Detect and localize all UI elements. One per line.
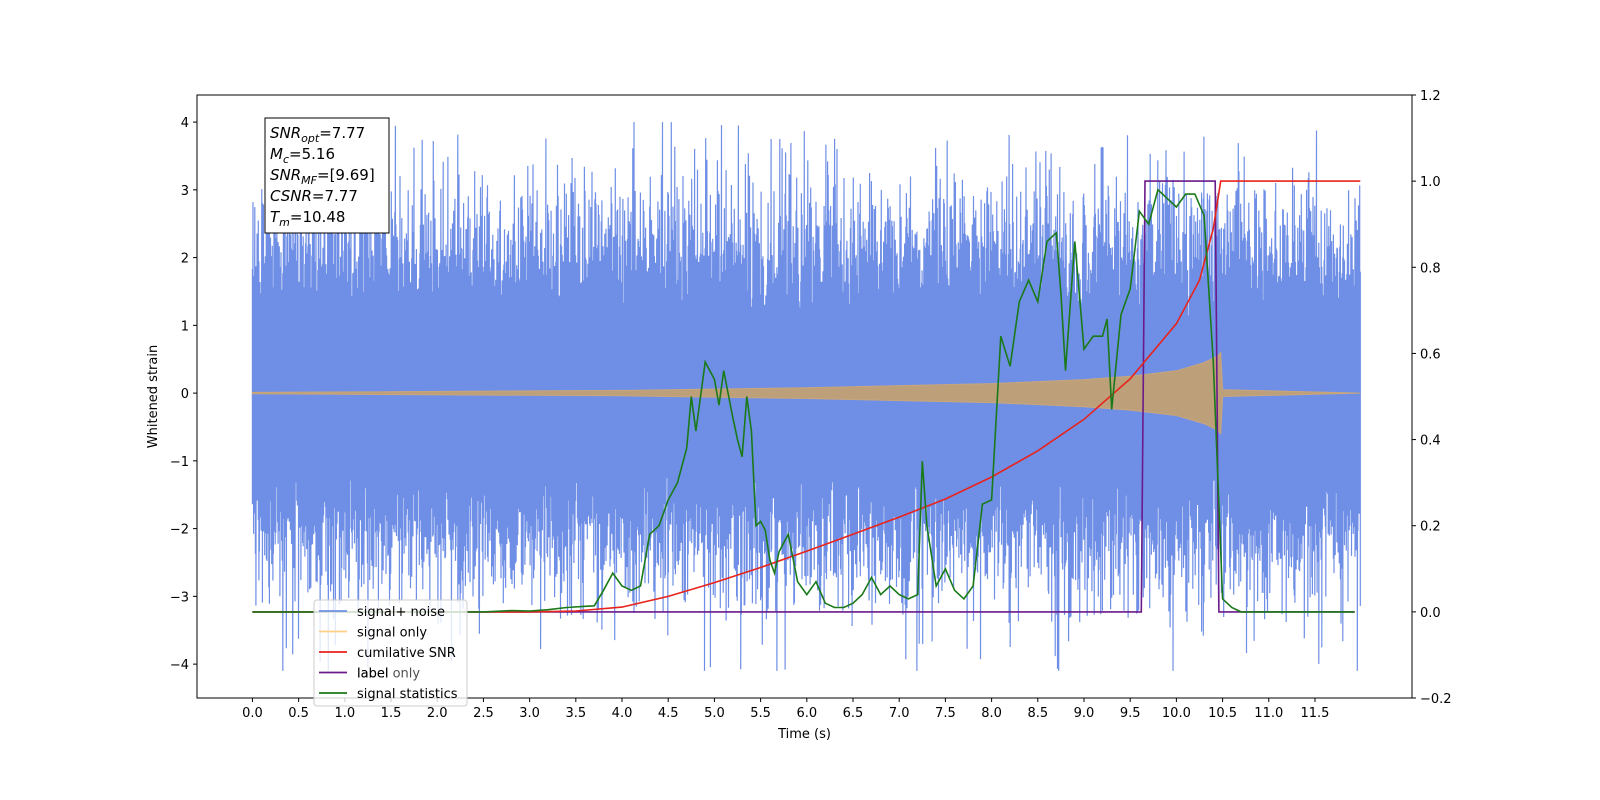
x-tick-label: 1.0	[334, 706, 355, 721]
annotation-symbol: SNR	[270, 124, 301, 142]
x-tick-label: 6.5	[843, 706, 864, 721]
cumulative-snr-line	[252, 180, 1361, 613]
plot-frame	[196, 94, 1413, 699]
annotation-value: =10.48	[290, 208, 346, 226]
y-tick-label: −4	[170, 658, 189, 673]
y-tick-label: 2	[181, 252, 189, 267]
legend-entry: label	[357, 667, 388, 682]
legend-entry: signal statistics	[357, 687, 458, 702]
legend: signal+ noise signal only cumilative SNR la…	[313, 599, 468, 707]
y-tick-label: 4	[181, 116, 189, 131]
x-tick-label: 1.5	[381, 706, 402, 721]
annotation-subscript: m	[279, 216, 290, 229]
y-tick-label: 1	[181, 319, 189, 334]
x-axis-label: Time (s)	[777, 727, 831, 742]
y2-tick-label: 0.0	[1420, 606, 1441, 621]
x-tick-label: 0.0	[242, 706, 263, 721]
y2-tick-label: −0.2	[1420, 692, 1452, 707]
x-tick-label: 8.0	[981, 706, 1002, 721]
annotation-subscript: c	[283, 153, 289, 166]
legend-entry: signal+ noise	[357, 605, 445, 620]
annotation-symbol: SNR	[270, 166, 301, 184]
right-axis-series	[252, 180, 1361, 613]
y-tick-label: −1	[170, 455, 189, 470]
x-tick-label: 5.5	[750, 706, 771, 721]
annotation-line: CSNR=7.77	[270, 187, 358, 205]
annotation-value: =5.16	[289, 145, 335, 163]
x-tick-label: 9.5	[1120, 706, 1141, 721]
y-tick-label: −2	[170, 523, 189, 538]
x-tick-label: 4.0	[612, 706, 633, 721]
y-tick-label: −3	[170, 590, 189, 605]
x-tick-label: 9.0	[1074, 706, 1095, 721]
y2-tick-label: 0.8	[1420, 261, 1441, 276]
x-tick-label: 0.5	[288, 706, 309, 721]
annotation-symbol: M	[270, 145, 283, 163]
x-tick-label: 11.5	[1301, 706, 1330, 721]
x-tick-label: 2.0	[427, 706, 448, 721]
y-axis-ticks: −4 −3 −2 −1 0 1 2 3 4	[170, 116, 197, 673]
annotation-value: =[9.69]	[317, 166, 375, 184]
x-tick-label: 7.0	[889, 706, 910, 721]
annotation-symbol: CSNR	[270, 187, 312, 205]
x-tick-label: 3.0	[519, 706, 540, 721]
y2-tick-label: 0.2	[1420, 520, 1441, 535]
x-tick-label: 5.0	[704, 706, 725, 721]
y-tick-label: 0	[181, 387, 189, 402]
x-tick-label: 10.5	[1208, 706, 1237, 721]
x-tick-label: 7.5	[935, 706, 956, 721]
y2-tick-label: 1.0	[1420, 175, 1441, 190]
signal-only-series	[251, 351, 1361, 436]
x-tick-label: 4.5	[658, 706, 679, 721]
y-axis-label: Whitened strain	[146, 345, 161, 448]
stats-annotation-box: SNRopt=7.77Mc=5.16SNRMF=[9.69]CSNR=7.77T…	[264, 117, 390, 234]
signal-statistics-line	[252, 188, 1355, 613]
y2-axis-ticks: −0.2 0.0 0.2 0.4 0.6 0.8 1.0 1.2	[1412, 89, 1452, 707]
annotation-line: SNRopt=7.77	[270, 124, 365, 145]
x-tick-label: 3.5	[565, 706, 586, 721]
x-axis-ticks: 0.0 0.5 1.0 1.5 2.0 2.5 3.0 3.5 4.0 4.5 5.0 5.5 6.0 6…	[242, 698, 1329, 721]
y-tick-label: 3	[181, 184, 189, 199]
annotation-value: =7.77	[312, 187, 358, 205]
x-tick-label: 8.5	[1027, 706, 1048, 721]
signal-only-line	[251, 351, 1361, 436]
legend-frame	[313, 599, 468, 707]
y2-tick-label: 0.4	[1420, 434, 1441, 449]
y2-tick-label: 0.6	[1420, 347, 1441, 362]
annotation-frame	[264, 117, 390, 234]
annotation-line: Mc=5.16	[270, 145, 335, 166]
legend-entry: signal only	[357, 626, 427, 641]
annotation-value: =7.77	[319, 124, 365, 142]
x-tick-label: 6.0	[796, 706, 817, 721]
x-tick-label: 10.0	[1162, 706, 1191, 721]
annotation-subscript: opt	[301, 132, 320, 145]
y2-tick-label: 1.2	[1420, 89, 1441, 104]
x-tick-label: 11.0	[1254, 706, 1283, 721]
annotation-line: SNRMF=[9.69]	[270, 166, 375, 187]
annotation-subscript: MF	[301, 174, 317, 187]
legend-entry: cumilative SNR	[357, 646, 456, 661]
annotation-symbol: T	[270, 208, 281, 226]
legend-entry-overlapped: label only	[357, 667, 420, 682]
x-tick-label: 2.5	[473, 706, 494, 721]
annotation-line: Tm=10.48	[270, 208, 345, 229]
